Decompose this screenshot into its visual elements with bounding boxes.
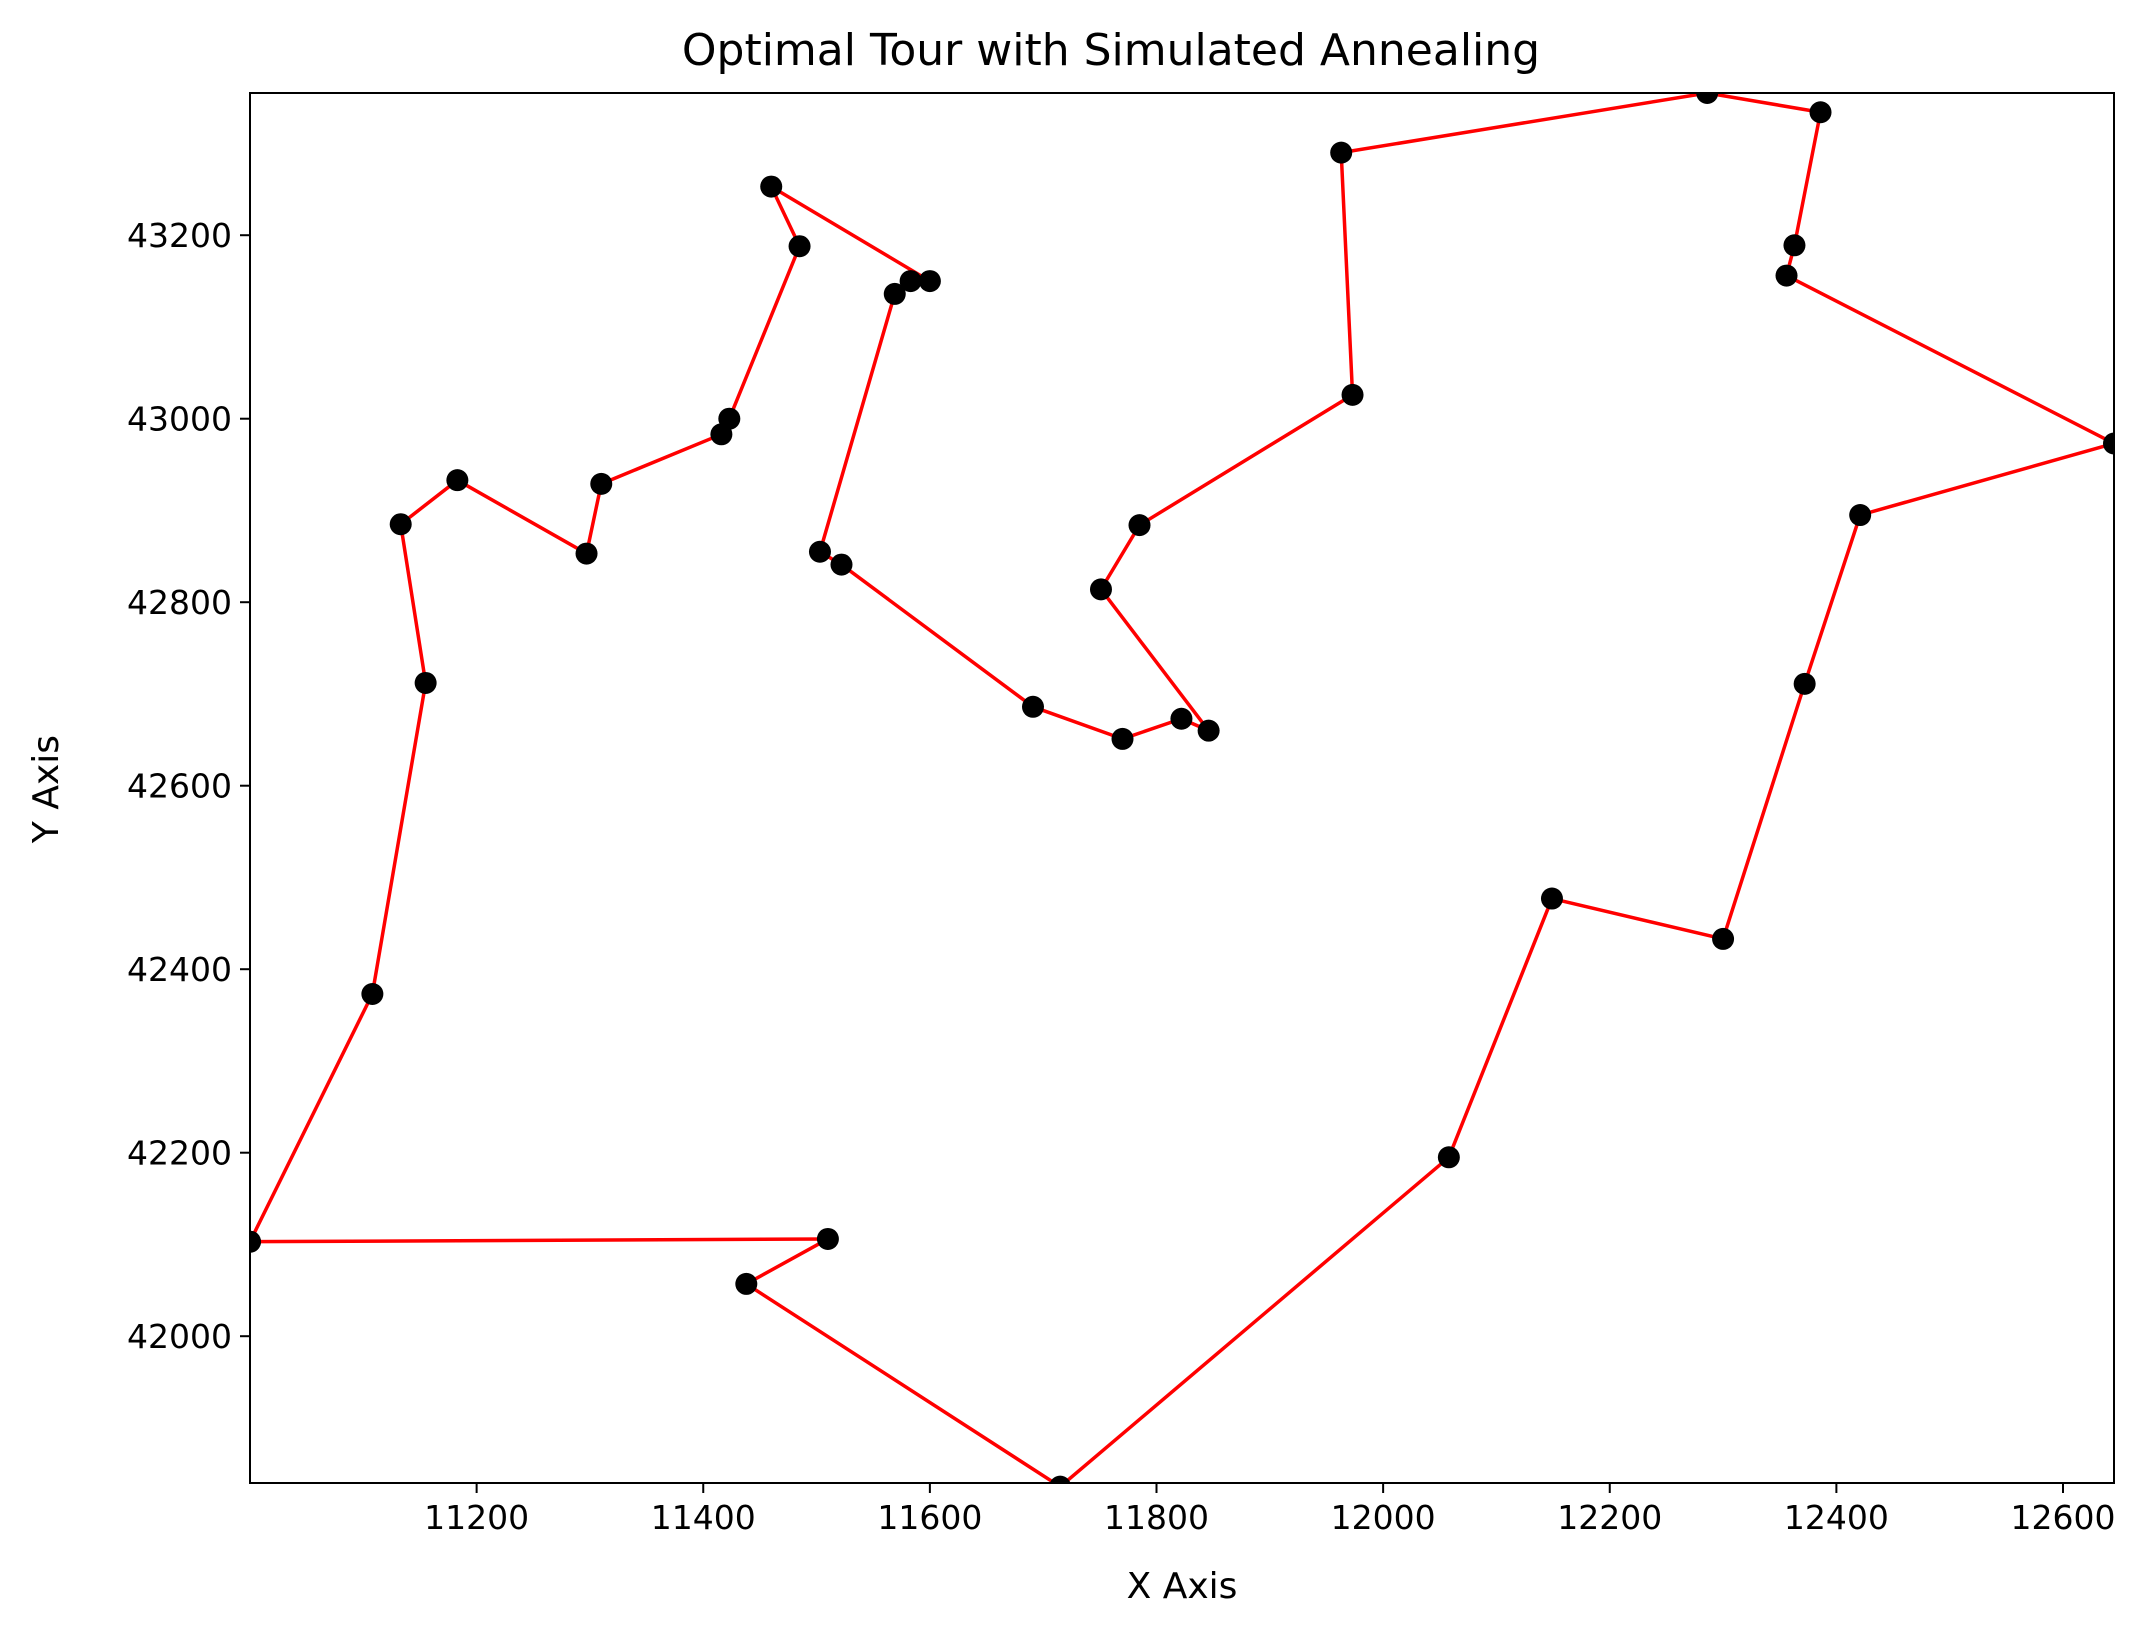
tour-segment: [1721, 682, 1807, 941]
city-point: [735, 1272, 758, 1295]
tour-segment: [727, 244, 802, 421]
y-tick-label: 42200: [127, 1134, 232, 1173]
tour-segment: [1339, 93, 1709, 155]
tour-segment: [370, 681, 428, 996]
city-point: [816, 1227, 839, 1250]
tour-segment: [1447, 896, 1554, 1160]
tour-segment: [584, 482, 604, 556]
city-point: [1128, 514, 1151, 537]
tour-segment: [1858, 441, 2114, 517]
city-point: [575, 542, 598, 565]
tour-segment: [1137, 393, 1355, 527]
city-point: [389, 513, 412, 536]
city-point: [899, 270, 922, 293]
city-point: [1712, 927, 1735, 950]
x-tick-label: 12200: [1557, 1498, 1662, 1537]
y-tick-label: 42000: [127, 1317, 232, 1356]
city-point: [760, 175, 783, 198]
tour-segment: [744, 1282, 1058, 1483]
tour-segment: [839, 562, 1035, 709]
city-point: [1696, 93, 1719, 104]
tour-segment: [455, 478, 589, 556]
city-point: [1775, 264, 1798, 287]
x-tick-label: 12600: [2011, 1498, 2116, 1537]
x-tick-label: 11800: [1104, 1498, 1209, 1537]
city-point: [1341, 383, 1364, 406]
city-point: [808, 540, 831, 563]
tour-segment: [1099, 523, 1142, 592]
city-point: [1111, 727, 1134, 750]
tour-segment: [1802, 513, 1862, 686]
tour-segment: [1339, 150, 1355, 397]
tour-segment: [1550, 896, 1725, 941]
tour-segment: [250, 992, 375, 1244]
city-point: [1330, 141, 1353, 164]
city-point: [1021, 695, 1044, 718]
tour-segment: [1705, 93, 1823, 115]
city-point: [414, 671, 437, 694]
city-point: [1809, 101, 1832, 124]
city-point: [250, 1230, 261, 1253]
tour-segment: [818, 292, 897, 554]
tour-segment: [1792, 110, 1823, 248]
city-point: [788, 235, 811, 258]
tour-segment: [1784, 273, 2114, 446]
tour-segment: [250, 1237, 830, 1244]
city-point: [1170, 707, 1193, 730]
city-point: [1540, 887, 1563, 910]
city-point: [1849, 504, 1872, 527]
chart-title: Optimal Tour with Simulated Annealing: [682, 25, 1540, 76]
city-point: [590, 472, 613, 495]
axes-frame: [249, 92, 2115, 1484]
tour-segment: [599, 432, 724, 486]
tour-segment: [1031, 705, 1125, 741]
tour-segment: [398, 522, 428, 685]
y-tick-label: 42600: [127, 767, 232, 806]
city-point: [1049, 1475, 1071, 1483]
y-tick-label: 43000: [127, 400, 232, 439]
tour-segment: [769, 184, 932, 283]
city-point: [1197, 719, 1220, 742]
city-point: [918, 270, 941, 293]
city-point: [883, 282, 906, 305]
city-point: [446, 469, 469, 492]
x-axis-label: X Axis: [1127, 1566, 1238, 1607]
city-point: [1793, 672, 1816, 695]
y-tick-label: 42800: [127, 583, 232, 622]
tour-segment: [744, 1237, 830, 1286]
x-tick-label: 11200: [424, 1498, 529, 1537]
plot-area: [250, 93, 2114, 1483]
tour-segment: [1061, 1155, 1451, 1483]
city-point: [830, 553, 853, 576]
city-point: [1783, 234, 1806, 257]
city-point: [2103, 432, 2114, 455]
x-tick-label: 11400: [651, 1498, 756, 1537]
x-tick-label: 12400: [1784, 1498, 1889, 1537]
city-point: [1437, 1146, 1460, 1169]
tour-segment: [398, 478, 460, 526]
y-tick-label: 42400: [127, 950, 232, 989]
ticks: 11200 11400 11600 11800 12000 12200 12400 12600…: [127, 216, 2115, 1537]
y-tick-label: 43200: [127, 216, 232, 255]
tour-segment: [769, 184, 802, 248]
city-point: [361, 982, 384, 1005]
x-tick-label: 11600: [877, 1498, 982, 1537]
y-axis-label: Y Axis: [26, 735, 67, 844]
x-tick-label: 12000: [1331, 1498, 1436, 1537]
city-point: [718, 407, 741, 430]
tour-segment: [1099, 587, 1211, 733]
city-point: [1089, 578, 1112, 601]
